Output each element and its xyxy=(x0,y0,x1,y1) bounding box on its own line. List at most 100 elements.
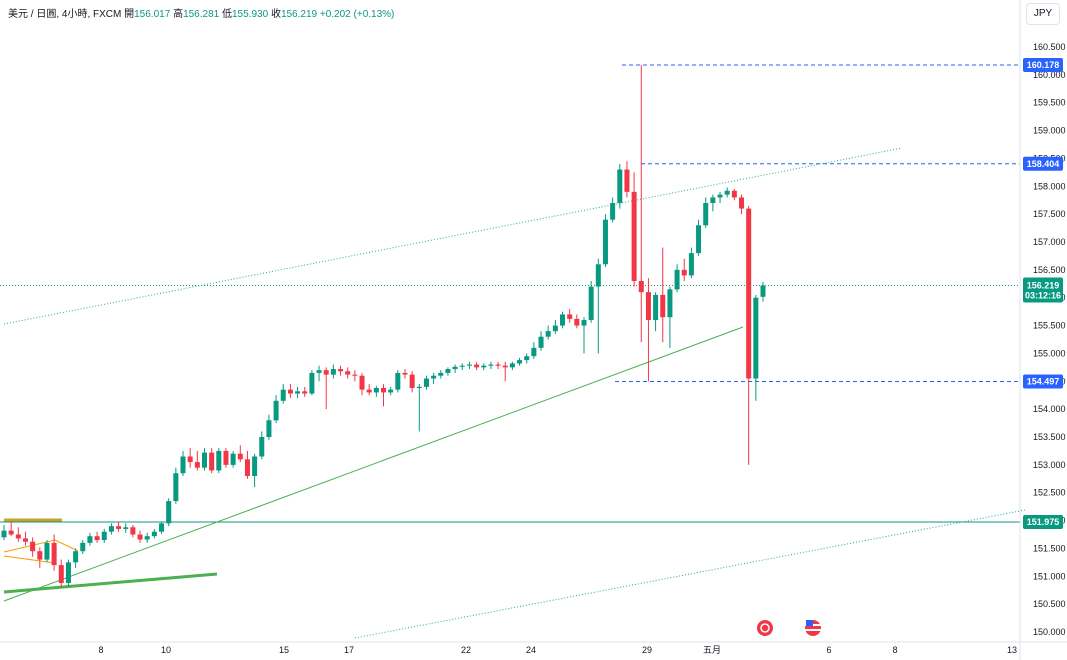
candle-body xyxy=(180,456,186,474)
candle-body xyxy=(252,456,258,476)
price-tick-label: 155.500 xyxy=(1033,321,1066,331)
candle-body xyxy=(581,320,587,326)
candle-body xyxy=(416,386,422,388)
price-badge-label: 158.404 xyxy=(1027,159,1060,169)
candle-body xyxy=(280,389,286,401)
price-tick-label: 158.000 xyxy=(1033,181,1066,191)
candle-body xyxy=(80,542,86,552)
candle-body xyxy=(509,363,515,368)
candle-body xyxy=(58,565,64,583)
price-tick-label: 155.000 xyxy=(1033,348,1066,358)
candle-body xyxy=(287,389,293,394)
candle-body xyxy=(22,538,28,542)
candle-body xyxy=(531,347,537,357)
candle-body xyxy=(309,372,315,394)
candle-body xyxy=(495,364,501,366)
price-tick-label: 154.000 xyxy=(1033,404,1066,414)
candle-body xyxy=(173,473,179,502)
candle-body xyxy=(466,364,472,366)
candle-body xyxy=(352,374,358,376)
last-price-badge xyxy=(1023,277,1063,303)
change-value: +0.202 (+0.13%) xyxy=(319,9,395,20)
candle-body xyxy=(624,169,630,192)
candle-body xyxy=(73,551,79,563)
candle-body xyxy=(338,369,344,372)
candle-body xyxy=(216,450,222,471)
candle-body xyxy=(323,370,329,375)
candle-body xyxy=(302,391,308,394)
candle-body xyxy=(366,389,372,393)
candle-body xyxy=(201,452,207,468)
channel-lower-line xyxy=(354,509,1026,639)
time-tick-label: 15 xyxy=(279,645,289,655)
candle-body xyxy=(345,371,351,375)
drawing-layer xyxy=(0,64,1026,639)
price-tick-label: 157.500 xyxy=(1033,209,1066,219)
candle-body xyxy=(681,269,687,276)
candle-body xyxy=(144,536,150,540)
candle-body xyxy=(760,285,766,297)
candle-series xyxy=(1,64,766,588)
price-tick-label: 160.000 xyxy=(1033,70,1066,80)
candle-body xyxy=(87,536,93,543)
candle-body xyxy=(244,459,250,476)
candle-body xyxy=(595,264,601,287)
candle-body xyxy=(517,360,523,364)
candle-body xyxy=(330,369,336,375)
price-axis: 150.000150.500151.000151.500152.000152.5… xyxy=(1019,0,1066,660)
price-badge-label: 151.975 xyxy=(1027,517,1060,527)
low-value: 155.930 xyxy=(232,9,269,20)
price-badge xyxy=(1023,156,1063,171)
low-label: 低 xyxy=(222,9,232,20)
countdown-label: 03:12:16 xyxy=(1025,291,1061,301)
candle-body xyxy=(8,530,14,535)
trend-line xyxy=(3,326,744,602)
time-tick-label: 22 xyxy=(461,645,471,655)
candle-body xyxy=(123,527,129,529)
candle-body xyxy=(696,225,702,254)
symbol-legend: 美元 / 日圓, 4小時, FXCM 開156.017 高156.281 低15… xyxy=(8,5,394,20)
candle-body xyxy=(402,372,408,375)
candle-body xyxy=(631,191,637,281)
candle-body xyxy=(316,370,322,373)
candle-body xyxy=(502,365,508,368)
candle-body xyxy=(94,536,100,541)
candle-body xyxy=(166,501,172,524)
candle-body xyxy=(395,372,401,390)
candle-body xyxy=(388,389,394,393)
price-badge xyxy=(1023,57,1063,72)
candle-body xyxy=(552,325,558,332)
high-value: 156.281 xyxy=(183,9,220,20)
price-badge-label: 154.497 xyxy=(1027,376,1060,386)
candle-body xyxy=(660,294,666,318)
candle-body xyxy=(380,387,387,393)
price-tick-label: 159.500 xyxy=(1033,98,1066,108)
event-markers xyxy=(757,620,821,636)
candle-body xyxy=(409,374,415,388)
candle-body xyxy=(423,378,429,387)
candle-body xyxy=(746,208,752,379)
candle-body xyxy=(431,375,437,379)
candle-body xyxy=(653,294,659,320)
candle-body xyxy=(710,197,716,203)
candle-body xyxy=(703,203,709,226)
time-tick-label: 6 xyxy=(826,645,831,655)
candle-body xyxy=(674,269,680,290)
candle-body xyxy=(230,453,236,465)
price-badge xyxy=(1023,514,1063,529)
currency-button[interactable]: JPY xyxy=(1026,3,1060,25)
price-tick-label: 157.000 xyxy=(1033,237,1066,247)
candle-body xyxy=(545,331,551,337)
price-tick-label: 153.000 xyxy=(1033,460,1066,470)
price-tick-label: 150.000 xyxy=(1033,627,1066,637)
candle-body xyxy=(209,452,215,471)
candle-body xyxy=(194,462,200,468)
event-marker-icon xyxy=(757,620,773,636)
candle-body xyxy=(159,523,165,532)
price-tick-label: 151.000 xyxy=(1033,571,1066,581)
high-label: 高 xyxy=(173,9,184,20)
candle-body xyxy=(44,542,50,560)
symbol-name[interactable]: 美元 / 日圓, 4小時, FXCM xyxy=(8,9,122,20)
candle-body xyxy=(30,541,36,552)
